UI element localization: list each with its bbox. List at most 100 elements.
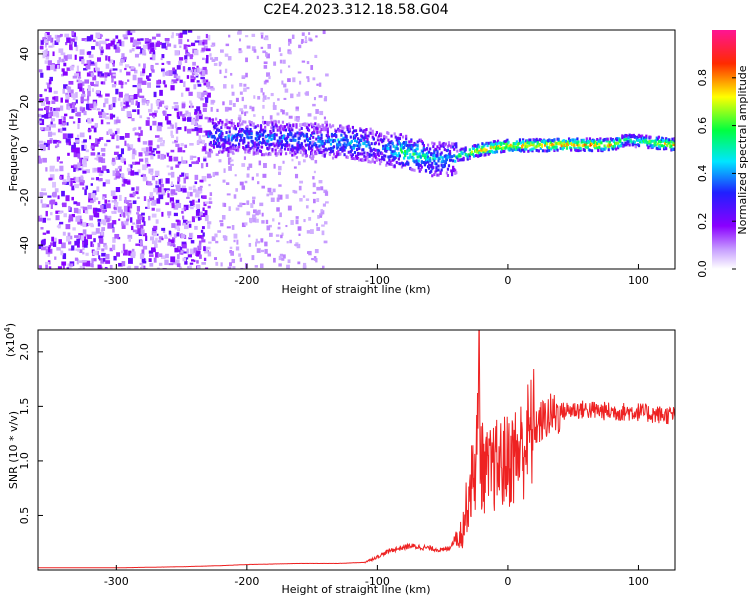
ridge-cell xyxy=(210,150,214,154)
heatmap-cell xyxy=(170,171,175,178)
heatmap-cell xyxy=(98,173,103,177)
heatmap-cell xyxy=(220,262,223,267)
ridge-cell xyxy=(261,128,265,132)
ridge-cell xyxy=(215,142,218,146)
ridge-cell xyxy=(248,120,251,124)
heatmap-cell xyxy=(67,54,72,60)
heatmap-cell xyxy=(167,211,172,216)
ridge-cell xyxy=(255,148,258,152)
heatmap-cell xyxy=(152,51,156,57)
heatmap-cell xyxy=(299,198,303,202)
heatmap-cell xyxy=(222,179,226,183)
ridge-cell xyxy=(433,149,436,153)
heatmap-cell xyxy=(176,220,181,226)
ridge-cell xyxy=(279,152,282,156)
heatmap-cell xyxy=(285,224,288,228)
heatmap-cell xyxy=(65,94,70,100)
ridge-cell xyxy=(257,137,261,141)
ridge-cell xyxy=(604,146,607,150)
heatmap-cell xyxy=(136,41,142,45)
heatmap-cell xyxy=(251,46,256,51)
heatmap-cell xyxy=(191,155,197,159)
heatmap-cell xyxy=(103,257,106,262)
heatmap-cell xyxy=(311,209,315,213)
ridge-cell xyxy=(220,126,223,130)
ridge-cell xyxy=(221,120,224,124)
ridge-cell xyxy=(590,142,594,146)
ridge-cell xyxy=(505,145,508,149)
heatmap-cell xyxy=(189,262,194,265)
heatmap-cell xyxy=(109,264,113,269)
heatmap-cell xyxy=(60,250,64,256)
heatmap-cell xyxy=(241,185,246,190)
heatmap-cell xyxy=(68,92,74,97)
ridge-cell xyxy=(289,124,292,128)
heatmap-cell xyxy=(86,60,90,67)
heatmap-cell xyxy=(162,140,165,144)
ridge-cell xyxy=(376,136,380,140)
ridge-cell xyxy=(296,131,299,135)
heatmap-cell xyxy=(276,240,280,243)
heatmap-cell xyxy=(317,215,320,219)
ridge-cell xyxy=(292,148,295,152)
heatmap-cell xyxy=(151,213,157,218)
heatmap-cell xyxy=(104,143,108,147)
ridge-cell xyxy=(256,146,259,150)
heatmap-cell xyxy=(147,78,151,81)
ridge-cell xyxy=(363,129,366,133)
heatmap-cell xyxy=(204,116,208,120)
heatmap-cell xyxy=(39,214,43,218)
heatmap-cell xyxy=(83,139,87,143)
ridge-cell xyxy=(265,134,268,138)
heatmap-cell xyxy=(295,216,299,219)
heatmap-cell xyxy=(159,142,165,147)
heatmap-cell xyxy=(210,86,214,90)
heatmap-cell xyxy=(208,183,211,187)
heatmap-cell xyxy=(54,168,59,172)
ridge-cell xyxy=(236,133,240,137)
heatmap-cell xyxy=(140,48,144,54)
ridge-cell xyxy=(236,148,240,152)
heatmap-cell xyxy=(203,130,208,133)
ridge-cell xyxy=(326,127,329,131)
heatmap-cell xyxy=(184,59,188,63)
ridge-cell xyxy=(305,132,309,136)
ridge-cell xyxy=(241,122,244,126)
ridge-cell xyxy=(354,129,358,133)
ridge-cell xyxy=(368,154,371,158)
heatmap-cell xyxy=(308,216,312,221)
heatmap-cell xyxy=(245,35,249,38)
heatmap-cell xyxy=(101,204,107,210)
heatmap-cell xyxy=(91,243,95,248)
heatmap-cell xyxy=(219,69,222,74)
ridge-cell xyxy=(308,155,312,159)
heatmap-cell xyxy=(84,79,90,84)
ridge-cell xyxy=(404,154,407,158)
heatmap-cell xyxy=(44,261,50,265)
heatmap-cell xyxy=(85,169,91,174)
ridge-cell xyxy=(264,121,267,125)
heatmap-cell xyxy=(73,36,78,41)
heatmap-cell xyxy=(208,241,212,244)
heatmap-cell xyxy=(163,105,169,108)
heatmap-cell xyxy=(147,117,150,120)
heatmap-cell xyxy=(202,78,206,83)
heatmap-cell xyxy=(263,163,267,169)
heatmap-cell xyxy=(121,183,126,187)
heatmap-cell xyxy=(314,159,318,164)
heatmap-cell xyxy=(45,264,48,269)
heatmap-cell xyxy=(104,199,108,204)
heatmap-cell xyxy=(196,80,200,83)
heatmap-cell xyxy=(152,227,157,234)
heatmap-cell xyxy=(104,116,110,120)
heatmap-cell xyxy=(246,200,250,205)
heatmap-cell xyxy=(63,213,67,218)
ridge-cell xyxy=(328,138,332,142)
heatmap-cell xyxy=(53,139,57,144)
heatmap-cell xyxy=(77,123,80,130)
ridge-cell xyxy=(546,142,549,146)
heatmap-cell xyxy=(184,261,188,265)
ridge-cell xyxy=(656,147,659,151)
heatmap-cell xyxy=(199,188,203,194)
ridge-cell xyxy=(443,163,446,167)
